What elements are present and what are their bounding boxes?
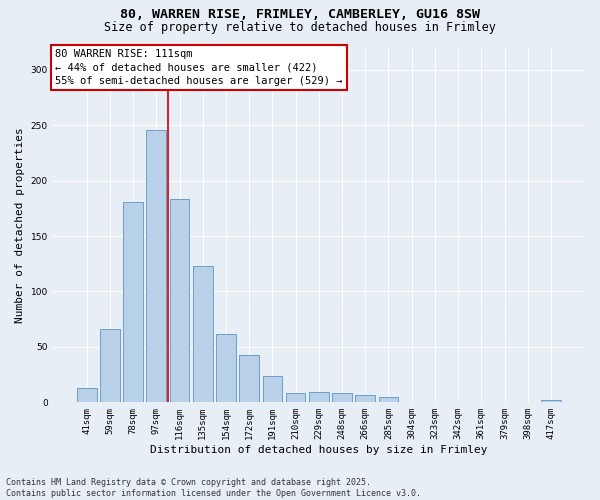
Bar (332, 394, 352, 402)
Bar (286, 394, 305, 402)
Bar (541, 400, 561, 402)
X-axis label: Distribution of detached houses by size in Frimley: Distribution of detached houses by size … (150, 445, 488, 455)
Bar (100, 329, 120, 402)
Bar (193, 266, 212, 402)
Text: Size of property relative to detached houses in Frimley: Size of property relative to detached ho… (104, 21, 496, 34)
Text: Contains HM Land Registry data © Crown copyright and database right 2025.
Contai: Contains HM Land Registry data © Crown c… (6, 478, 421, 498)
Bar (379, 397, 398, 402)
Text: 80, WARREN RISE, FRIMLEY, CAMBERLEY, GU16 8SW: 80, WARREN RISE, FRIMLEY, CAMBERLEY, GU1… (120, 8, 480, 20)
Bar (263, 376, 282, 402)
Y-axis label: Number of detached properties: Number of detached properties (15, 127, 25, 323)
Text: 80 WARREN RISE: 111sqm
← 44% of detached houses are smaller (422)
55% of semi-de: 80 WARREN RISE: 111sqm ← 44% of detached… (55, 50, 343, 86)
Bar (355, 394, 375, 402)
Bar (216, 334, 236, 402)
Bar (77, 388, 97, 402)
Bar (146, 130, 166, 402)
Bar (170, 200, 190, 402)
Bar (309, 392, 329, 402)
Bar (239, 354, 259, 403)
Bar (123, 202, 143, 402)
